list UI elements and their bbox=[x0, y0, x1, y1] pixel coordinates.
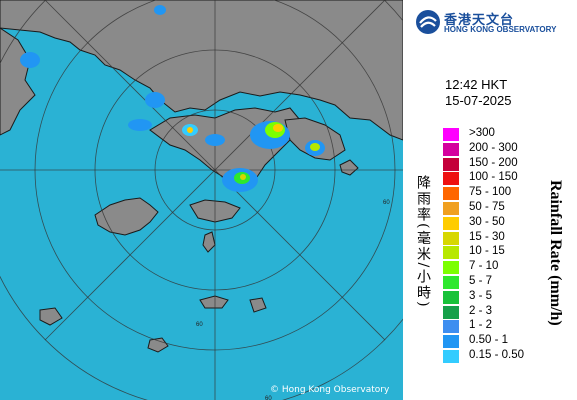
legend-swatch bbox=[443, 350, 459, 363]
lantau bbox=[94, 197, 159, 236]
radar-map: 60 60 60 © Hong Kong Observatory bbox=[0, 0, 403, 400]
legend-title-english-wrap: Rainfall Rate (mm/h) bbox=[544, 180, 564, 360]
legend-swatch bbox=[443, 335, 459, 349]
legend-swatch bbox=[443, 157, 459, 171]
islands-south1 bbox=[199, 295, 229, 309]
legend-swatch bbox=[443, 202, 459, 215]
legend-swatch bbox=[443, 172, 459, 186]
legend-title-chinese: 降雨率(毫米/小時) bbox=[415, 175, 431, 309]
legend-swatch bbox=[443, 142, 459, 156]
islands-east bbox=[339, 159, 359, 176]
legend-swatch bbox=[443, 246, 459, 260]
ring-labels: 60 60 60 bbox=[196, 200, 390, 400]
radar-map-svg: 60 60 60 bbox=[0, 0, 403, 400]
legend-label: 2 - 3 bbox=[469, 304, 493, 317]
mainland-north bbox=[0, 0, 403, 141]
legend-panel: 香港天文台 HONG KONG OBSERVATORY 12:42 HKT 15… bbox=[403, 0, 577, 400]
time-text: 12:42 HKT bbox=[445, 77, 508, 92]
lamma bbox=[202, 231, 216, 253]
legend-swatch bbox=[443, 320, 459, 334]
legend-swatch bbox=[443, 187, 459, 201]
legend-label: 100 - 150 bbox=[469, 171, 518, 184]
islands-south3 bbox=[147, 337, 169, 353]
legend-label: >300 bbox=[469, 127, 495, 139]
legend-swatch bbox=[443, 290, 459, 304]
rain-echoes bbox=[20, 5, 325, 192]
legend-label: 1 - 2 bbox=[469, 319, 493, 332]
logo-chinese: 香港天文台 bbox=[444, 13, 515, 28]
legend-label: 15 - 30 bbox=[469, 230, 505, 243]
timestamp: 12:42 HKT 15-07-2025 bbox=[445, 77, 512, 109]
legend-label: 7 - 10 bbox=[469, 260, 499, 273]
legend-label: 3 - 5 bbox=[469, 289, 493, 302]
legend-label: 30 - 50 bbox=[469, 215, 505, 228]
legend-label: 150 - 200 bbox=[469, 156, 518, 169]
legend-label: 200 - 300 bbox=[469, 141, 518, 154]
sai-kung bbox=[284, 117, 346, 161]
ring-label: 60 bbox=[196, 322, 203, 328]
legend-swatch bbox=[443, 128, 459, 141]
hko-logo: 香港天文台 HONG KONG OBSERVATORY bbox=[415, 9, 575, 37]
legend-title-english: Rainfall Rate (mm/h) bbox=[547, 180, 564, 326]
hko-logo-icon bbox=[416, 10, 440, 34]
range-rings bbox=[0, 0, 403, 400]
islands-south2 bbox=[39, 307, 63, 326]
date-text: 15-07-2025 bbox=[445, 93, 512, 108]
legend-swatch bbox=[443, 261, 459, 275]
ring-label: 60 bbox=[383, 200, 390, 206]
copyright-text: © Hong Kong Observatory bbox=[270, 385, 390, 395]
ring-label: 60 bbox=[265, 396, 272, 400]
islands-south4 bbox=[249, 297, 267, 313]
legend-swatch bbox=[443, 305, 459, 319]
legend-label: 0.15 - 0.50 bbox=[469, 349, 524, 361]
legend-label: 0.50 - 1 bbox=[469, 334, 508, 347]
legend-swatch bbox=[443, 276, 459, 289]
legend-label: 10 - 15 bbox=[469, 245, 505, 258]
legend-label: 75 - 100 bbox=[469, 186, 512, 199]
legend-swatch bbox=[443, 216, 459, 230]
logo-english: HONG KONG OBSERVATORY bbox=[444, 25, 557, 34]
legend-swatch bbox=[443, 231, 459, 245]
legend-label: 50 - 75 bbox=[469, 201, 505, 213]
legend-label: 5 - 7 bbox=[469, 275, 493, 287]
